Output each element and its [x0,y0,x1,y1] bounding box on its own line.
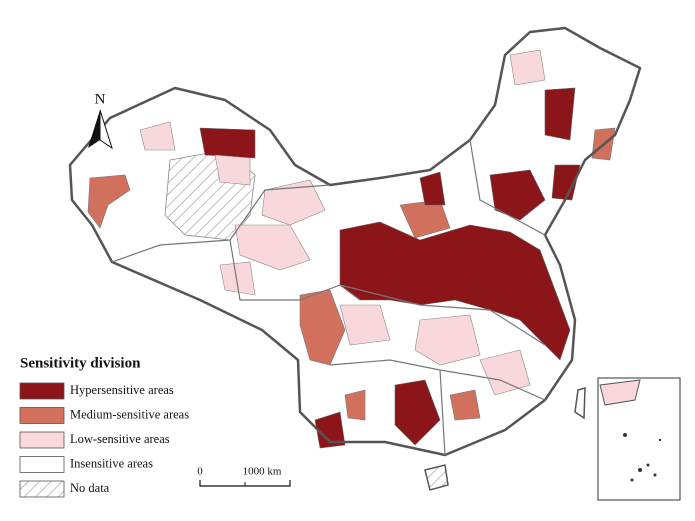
scale-label: 1000 km [243,466,282,478]
region [219,261,256,296]
legend-label: Insensitive areas [70,456,153,470]
region [551,164,581,201]
region [314,411,346,449]
legend-label: Low-sensitive areas [70,432,170,446]
region [139,121,176,151]
region [544,87,576,141]
hainan [424,464,449,491]
legend-label: Hypersensitive areas [70,383,174,397]
north-label: N [95,91,106,107]
region [414,314,481,366]
region [339,304,391,346]
inset-islands [623,433,662,482]
north-arrow: N [88,91,113,150]
region [449,389,481,421]
inset-coast [599,379,641,406]
legend-swatch [19,382,65,400]
province-border [229,239,361,301]
legend-label: No data [70,481,110,495]
legend-title: Sensitivity division [20,355,141,371]
legend-swatch [19,407,65,424]
region [261,179,326,226]
china-map [68,26,642,491]
region [344,389,366,421]
region [489,169,546,221]
region [394,379,441,446]
taiwan [574,386,586,420]
region [339,221,571,361]
region [234,224,311,271]
legend: Sensitivity division Hypersensitive area… [19,355,189,498]
region [479,349,531,396]
legend-swatch [19,480,65,498]
scale-label: 0 [197,466,203,478]
legend-swatch [19,431,65,449]
region [87,174,131,229]
province-border [439,369,446,456]
region [214,154,251,186]
region [509,49,546,86]
scale-bar: 0 1000 km [197,466,291,487]
region [419,171,446,206]
region [199,127,256,159]
legend-swatch [19,456,65,473]
province-border [469,139,546,236]
province-border [339,284,546,346]
legend-label: Medium-sensitive areas [70,407,189,421]
